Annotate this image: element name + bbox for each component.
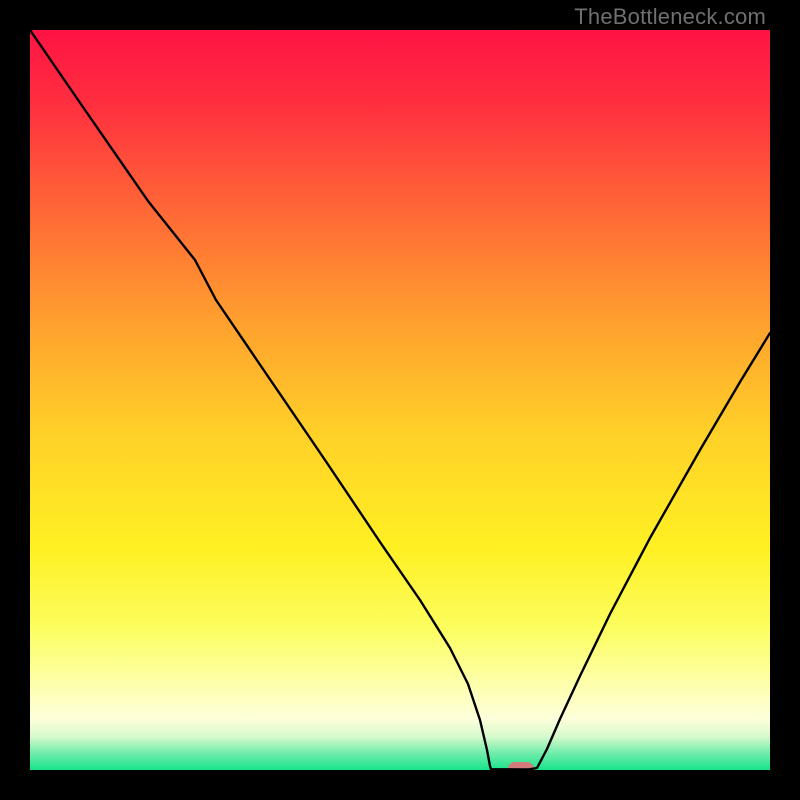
gradient-background [30, 30, 770, 770]
bottleneck-chart [30, 30, 770, 770]
watermark-text: TheBottleneck.com [574, 4, 766, 30]
chart-outer-frame: TheBottleneck.com [0, 0, 800, 800]
chart-inner-area [30, 30, 770, 770]
